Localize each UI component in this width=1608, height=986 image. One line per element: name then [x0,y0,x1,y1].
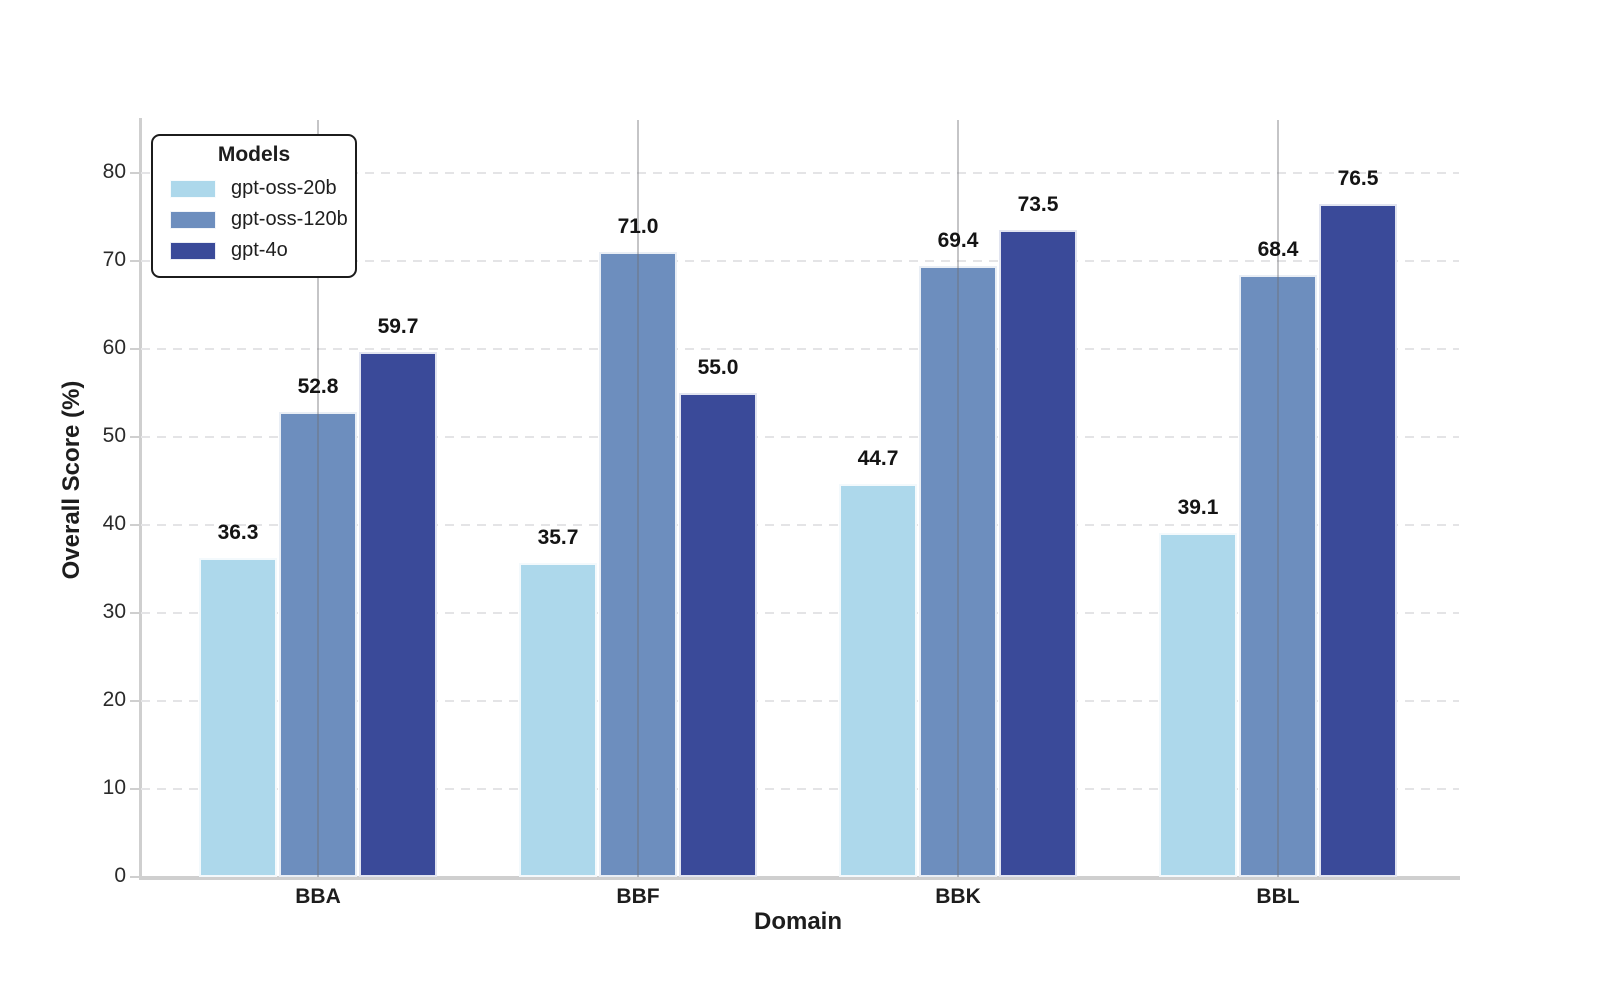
legend-swatch-gpt-oss-20b [170,179,216,198]
x-tick-label-BBA: BBA [295,885,341,908]
legend-label-gpt-oss-120b: gpt-oss-120b [231,208,348,230]
legend: Models gpt-oss-20b gpt-oss-120b gpt-4o [151,134,357,278]
x-axis-title: Domain [753,908,842,935]
value-label-gpt-4o-BBL: 76.5 [1337,166,1379,190]
y-tick-label-80: 80 [102,160,126,183]
v-gridline-BBK [957,120,959,877]
legend-item-gpt-oss-20b: gpt-oss-20b [153,173,355,204]
x-tick-label-BBF: BBF [616,885,660,908]
y-tick-label-0: 0 [114,864,126,887]
value-label-gpt-oss-120b-BBF: 71.0 [617,215,659,239]
bar-gpt-4o-BBK [999,230,1077,877]
h-gridline-30 [141,612,1459,614]
y-axis-line [139,118,142,879]
y-tick-mark-0 [130,876,139,878]
legend-item-gpt-4o: gpt-4o [153,235,355,266]
legend-item-gpt-oss-120b: gpt-oss-120b [153,204,355,235]
value-label-gpt-oss-20b-BBA: 36.3 [217,520,259,544]
y-tick-label-40: 40 [102,512,126,535]
value-label-gpt-oss-120b-BBA: 52.8 [297,375,339,399]
bar-gpt-4o-BBF [679,393,757,877]
y-axis-title: Overall Score (%) [58,380,85,580]
value-label-gpt-oss-120b-BBK: 69.4 [937,229,979,253]
bar-gpt-oss-20b-BBA [199,557,277,877]
legend-label-gpt-4o: gpt-4o [231,239,288,261]
y-tick-mark-40 [130,524,139,526]
x-axis-line [139,876,1460,880]
y-tick-mark-50 [130,436,139,438]
y-tick-label-60: 60 [102,336,126,359]
y-tick-mark-20 [130,700,139,702]
y-tick-label-50: 50 [102,424,126,447]
value-label-gpt-4o-BBF: 55.0 [697,356,739,379]
x-tick-label-BBK: BBK [935,885,981,908]
y-tick-label-20: 20 [102,688,126,711]
bar-gpt-oss-120b-BBA [279,412,357,877]
bar-gpt-oss-120b-BBL [1239,275,1317,877]
value-label-gpt-oss-20b-BBL: 39.1 [1177,495,1219,519]
y-tick-mark-60 [130,348,139,350]
y-tick-mark-70 [130,260,139,262]
v-gridline-BBF [637,120,639,877]
value-label-gpt-4o-BBA: 59.7 [377,314,419,338]
bar-gpt-4o-BBL [1319,203,1397,877]
bar-gpt-oss-120b-BBF [599,252,677,877]
h-gridline-60 [141,348,1459,350]
legend-items: gpt-oss-20b gpt-oss-120b gpt-4o [153,173,355,266]
y-tick-mark-10 [130,788,139,790]
legend-swatch-gpt-oss-120b [170,210,216,229]
y-tick-mark-30 [130,612,139,614]
v-gridline-BBL [1277,120,1279,877]
v-gridline-BBA [317,120,319,877]
h-gridline-80 [141,172,1459,174]
y-tick-label-70: 70 [102,248,126,271]
value-label-gpt-oss-120b-BBL: 68.4 [1257,238,1299,262]
h-gridline-20 [141,700,1459,702]
bar-gpt-oss-20b-BBK [839,483,917,877]
h-gridline-70 [141,260,1459,262]
h-gridline-50 [141,436,1459,438]
legend-swatch-gpt-4o [170,241,216,260]
value-label-gpt-4o-BBK: 73.5 [1017,193,1059,217]
x-tick-label-BBL: BBL [1256,885,1300,908]
y-tick-label-30: 30 [102,600,126,623]
value-label-gpt-oss-20b-BBF: 35.7 [537,525,579,549]
bar-gpt-oss-120b-BBK [919,266,997,877]
y-tick-label-10: 10 [102,776,126,799]
bar-gpt-oss-20b-BBL [1159,532,1237,877]
legend-label-gpt-oss-20b: gpt-oss-20b [231,177,337,199]
bar-gpt-oss-20b-BBF [519,562,597,877]
h-gridline-10 [141,788,1459,790]
legend-title: Models [217,143,291,166]
bar-gpt-4o-BBA [359,351,437,877]
y-tick-mark-80 [130,172,139,174]
h-gridline-40 [141,524,1459,526]
value-label-gpt-oss-20b-BBK: 44.7 [857,446,899,470]
